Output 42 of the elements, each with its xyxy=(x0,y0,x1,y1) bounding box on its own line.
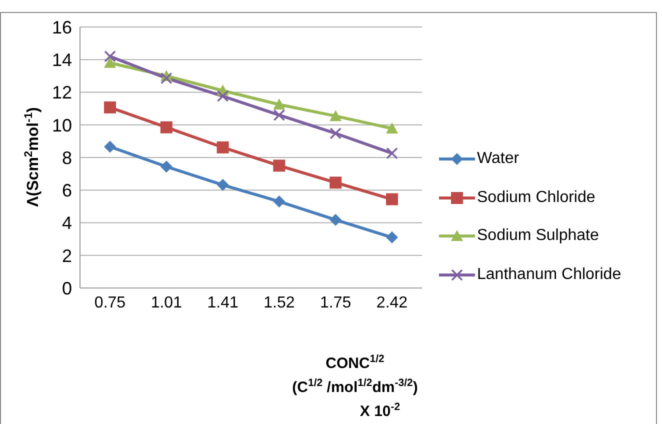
x-tick-label: 0.75 xyxy=(94,294,126,312)
point xyxy=(386,147,398,160)
point xyxy=(386,122,398,134)
point xyxy=(330,214,342,226)
point xyxy=(216,90,229,102)
point xyxy=(160,121,172,134)
y-tick-label: 0 xyxy=(62,278,72,298)
legend-label: Lanthanum Chloride xyxy=(477,266,622,284)
y-tick-label: 6 xyxy=(62,180,72,201)
point xyxy=(330,176,342,189)
y-tick-label: 12 xyxy=(52,82,72,103)
point xyxy=(104,56,116,68)
point xyxy=(160,160,172,173)
x-tick-label: 1.41 xyxy=(207,294,238,312)
y-tick-label: 4 xyxy=(62,213,72,234)
point xyxy=(104,101,116,114)
point xyxy=(216,178,229,191)
y-tick-label: 14 xyxy=(52,50,72,70)
y-tick-label: 10 xyxy=(52,115,72,136)
y-tick-label: 16 xyxy=(52,17,72,38)
text: CONC$^{1/2}$ (C$^{1/2}$ /mol$^{1/2}$dm$^{-3/2}$) X 10$^{-2}$ xyxy=(292,353,418,420)
point xyxy=(216,141,229,154)
x-tick-label: 2.42 xyxy=(376,294,408,312)
point xyxy=(273,160,286,172)
point xyxy=(160,72,172,84)
y-tick-label: 2 xyxy=(62,246,72,266)
legend-label: Sodium Chloride xyxy=(477,188,596,207)
point xyxy=(386,231,398,244)
y-tick-label: 8 xyxy=(62,148,72,168)
x-tick-label: 1.75 xyxy=(320,294,352,312)
legend-label: Sodium Sulphate xyxy=(477,227,599,246)
point xyxy=(273,196,286,208)
x-tick-label: 1.01 xyxy=(150,294,182,312)
point xyxy=(273,109,286,121)
point xyxy=(386,193,398,206)
point xyxy=(330,127,342,140)
point xyxy=(104,50,116,62)
point xyxy=(330,110,342,122)
x-tick-label: 1.52 xyxy=(264,294,295,312)
legend-label: Water xyxy=(477,150,520,168)
point xyxy=(273,98,286,110)
point xyxy=(104,140,116,153)
